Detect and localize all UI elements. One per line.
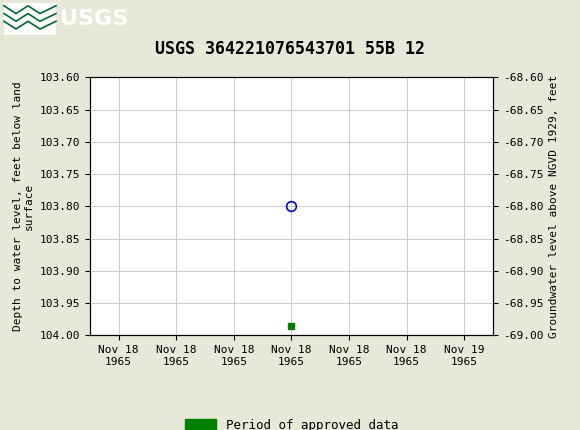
Y-axis label: Depth to water level, feet below land
surface: Depth to water level, feet below land su… [13, 82, 34, 331]
Legend: Period of approved data: Period of approved data [180, 414, 403, 430]
FancyBboxPatch shape [4, 3, 56, 35]
Text: USGS 364221076543701 55B 12: USGS 364221076543701 55B 12 [155, 40, 425, 58]
Text: USGS: USGS [60, 9, 128, 29]
Y-axis label: Groundwater level above NGVD 1929, feet: Groundwater level above NGVD 1929, feet [549, 75, 559, 338]
